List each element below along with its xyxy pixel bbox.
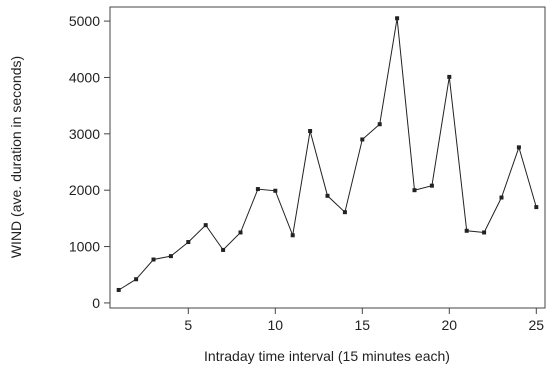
y-axis-label: WIND (ave. duration in seconds) <box>8 56 24 258</box>
data-point <box>412 188 417 193</box>
x-tick-label: 10 <box>268 317 284 333</box>
plot-frame <box>109 6 546 309</box>
y-tick-label: 4000 <box>69 69 100 85</box>
series-layer <box>116 16 539 292</box>
data-point <box>447 74 452 79</box>
data-point <box>255 187 260 192</box>
y-tick-label: 0 <box>92 295 100 311</box>
data-point <box>429 183 434 188</box>
data-point <box>377 122 382 127</box>
data-point <box>238 230 243 235</box>
data-point <box>395 16 400 21</box>
data-point <box>534 205 539 210</box>
data-point <box>464 228 469 233</box>
data-point <box>151 257 156 262</box>
y-tick-label: 2000 <box>69 182 100 198</box>
y-axis-ticks: 0 1000 2000 3000 4000 5000 <box>69 13 110 311</box>
series-line <box>118 18 537 291</box>
data-point <box>203 223 208 228</box>
y-tick-label: 5000 <box>69 13 100 29</box>
x-tick-label: 15 <box>355 317 371 333</box>
x-tick-label: 25 <box>529 317 545 333</box>
y-tick-label: 3000 <box>69 126 100 142</box>
data-point <box>221 247 226 252</box>
data-point <box>499 195 504 200</box>
data-point <box>290 233 295 238</box>
data-point <box>273 188 278 193</box>
x-axis-label: Intraday time interval (15 minutes each) <box>204 348 450 364</box>
data-point <box>360 137 365 142</box>
data-point <box>342 210 347 215</box>
x-axis-ticks: 5 10 15 20 25 <box>184 308 544 333</box>
data-point <box>168 254 173 259</box>
data-point <box>134 277 139 282</box>
data-point <box>116 287 121 292</box>
data-point <box>482 230 487 235</box>
data-point <box>308 129 313 134</box>
x-tick-label: 5 <box>184 317 192 333</box>
y-tick-label: 1000 <box>69 239 100 255</box>
x-tick-label: 20 <box>442 317 458 333</box>
data-point <box>325 193 330 198</box>
data-point <box>516 145 521 150</box>
data-point <box>186 240 191 245</box>
